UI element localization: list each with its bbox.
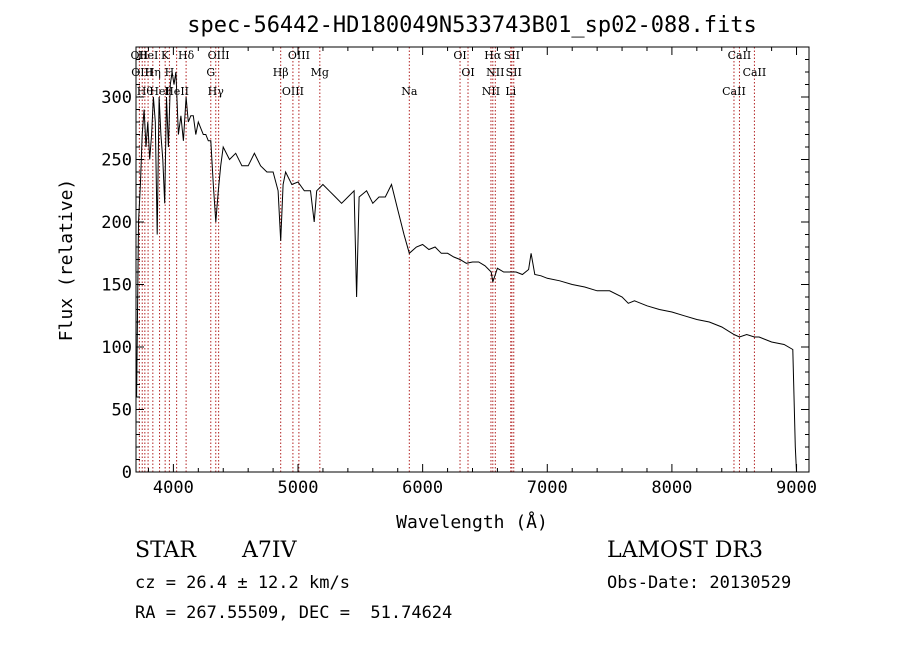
y-tick-label: 100 (101, 338, 132, 358)
line-marker-label: Hα (484, 49, 502, 62)
plot-frame (135, 46, 810, 473)
spectrum-line (136, 71, 797, 472)
redshift-cz: cz = 26.4 ± 12.2 km/s (135, 573, 350, 593)
line-markers (138, 47, 755, 472)
line-marker-label: OIII (131, 66, 153, 79)
x-axis-ticks: 4000 5000 6000 7000 8000 9000 (147, 47, 817, 498)
y-tick-label: 250 (101, 151, 132, 171)
observation-date: Obs-Date: 20130529 (607, 573, 792, 593)
x-tick-label: 7000 (527, 478, 568, 498)
y-tick-label: 300 (101, 88, 132, 108)
y-axis-ticks: 0 50 100 150 200 250 300 (101, 59, 809, 483)
chart-title: spec-56442-HD180049N533743B01_sp02-088.f… (187, 13, 757, 38)
line-marker-label: NII (486, 66, 504, 79)
line-marker-label: OI (461, 66, 474, 79)
x-tick-label: 5000 (278, 478, 319, 498)
line-marker-label: Mg (311, 66, 329, 79)
y-axis-label: Flux (relative) (56, 179, 77, 342)
line-marker-label: CaII (728, 49, 752, 62)
line-marker-label: CaII (722, 85, 746, 98)
x-axis-label: Wavelength (Å) (396, 511, 548, 533)
line-marker-label: OIII (288, 49, 310, 62)
sky-coordinates: RA = 267.55509, DEC = 51.74624 (135, 603, 453, 623)
x-tick-label: 6000 (402, 478, 443, 498)
line-marker-label: K (161, 49, 170, 62)
x-tick-label: 4000 (153, 478, 194, 498)
line-marker-label: OIII (282, 85, 304, 98)
survey-name: LAMOST DR3 (607, 538, 763, 563)
y-tick-label: 50 (112, 401, 132, 421)
x-tick-label: 8000 (651, 478, 692, 498)
line-marker-label: Hβ (273, 66, 289, 79)
x-tick-label: 9000 (776, 478, 817, 498)
line-marker-label: NII (482, 85, 500, 98)
line-marker-label: CaII (743, 66, 767, 79)
line-marker-label: OIII (208, 49, 230, 62)
line-marker-label: Li (505, 85, 516, 98)
line-marker-label: G (206, 66, 215, 79)
line-marker-label: H (165, 66, 175, 79)
line-marker-label: HeI (149, 85, 169, 98)
line-marker-labels: OIIOIIIHθHeIHηHeIKHHeIIHδGHγOIIIHβOIIIOI… (131, 49, 767, 98)
line-marker-label: OII (131, 49, 149, 62)
line-marker-label: OI (453, 49, 466, 62)
line-marker-label: Hδ (178, 49, 195, 62)
line-marker-label: HeI (138, 49, 158, 62)
y-tick-label: 150 (101, 276, 132, 296)
line-marker-label: Hγ (208, 85, 225, 98)
y-tick-label: 200 (101, 213, 132, 233)
line-marker-label: Hθ (137, 85, 154, 98)
spectral-class: A7IV (242, 538, 297, 563)
line-marker-label: SII (506, 66, 522, 79)
line-marker-label: Hη (145, 66, 161, 79)
object-type: STAR (135, 538, 196, 563)
line-marker-label: Na (401, 85, 418, 98)
y-tick-label: 0 (122, 463, 132, 483)
line-marker-label: SII (504, 49, 520, 62)
